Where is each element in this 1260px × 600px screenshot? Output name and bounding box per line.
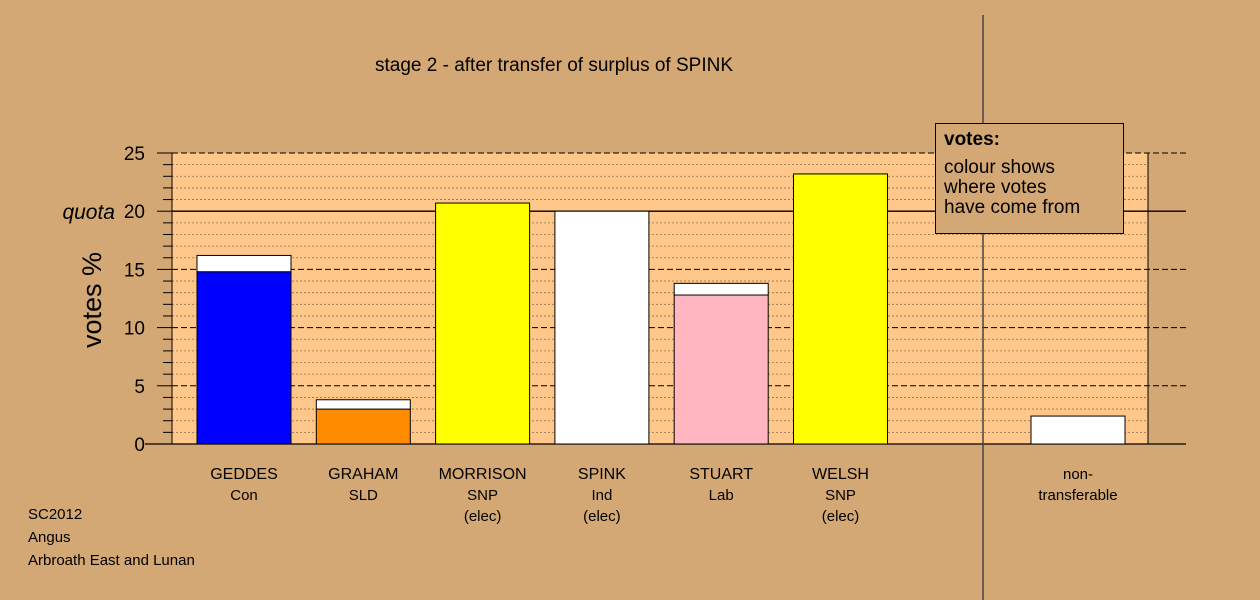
chart-title: stage 2 - after transfer of surplus of S… [375, 55, 733, 76]
bar-first-preference [673, 294, 769, 445]
bar-first-preference [554, 210, 650, 445]
category-label: WELSH [812, 466, 869, 483]
y-tick-label: 10 [124, 319, 145, 340]
bar-transfer [673, 282, 769, 296]
bar-first-preference [315, 408, 411, 445]
category-label: (elec) [464, 508, 502, 525]
category-label: SPINK [578, 466, 626, 483]
category-label: GEDDES [210, 466, 278, 483]
y-tick-label: 0 [134, 435, 145, 456]
category-label: (elec) [822, 508, 860, 525]
category-label: MORRISON [439, 466, 527, 483]
y-tick-label: 15 [124, 260, 145, 281]
legend-title: votes: [944, 129, 1000, 150]
y-axis: 0 5 10 15 20 25 quota [62, 144, 173, 456]
bar-first-preference [793, 173, 888, 445]
y-tick-label: 20 [124, 202, 145, 223]
legend: votes: colour shows where votes have com… [935, 123, 1124, 234]
y-axis-label: votes % [77, 252, 107, 348]
category-label: SNP [467, 487, 498, 504]
category-label: Ind [591, 487, 612, 504]
footer-council: Angus [28, 529, 71, 546]
bar-first-preference [196, 271, 292, 445]
bars [196, 173, 1126, 445]
non-transferable-label: non- [1063, 466, 1093, 483]
quota-label: quota [62, 201, 115, 224]
legend-line-2: where votes [944, 177, 1047, 198]
category-labels: GEDDES Con GRAHAM SLD MORRISON SNP (elec) SPINK… [210, 466, 1117, 525]
non-transferable-label: transferable [1038, 487, 1117, 504]
category-label: GRAHAM [328, 466, 398, 483]
bar-non-transferable [1030, 415, 1126, 445]
bar-transfer [315, 399, 411, 410]
category-label: STUART [689, 466, 753, 483]
footer-ward: Arbroath East and Lunan [28, 552, 195, 569]
y-tick-label: 5 [134, 377, 145, 398]
category-label: (elec) [583, 508, 621, 525]
category-label: Lab [709, 487, 734, 504]
legend-line-1: colour shows [944, 157, 1055, 178]
category-label: SLD [349, 487, 378, 504]
category-label: Con [230, 487, 258, 504]
footer-election: SC2012 [28, 506, 83, 523]
bar-transfer [196, 254, 292, 273]
y-tick-label: 25 [124, 144, 145, 165]
category-label: SNP [825, 487, 856, 504]
bar-first-preference [435, 202, 531, 445]
legend-line-3: have come from [944, 197, 1081, 218]
